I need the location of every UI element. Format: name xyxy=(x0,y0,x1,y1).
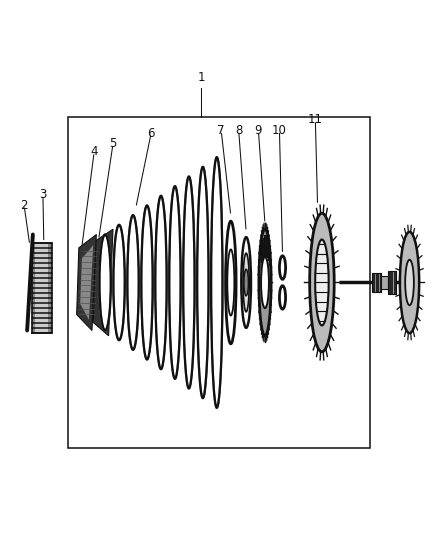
Ellipse shape xyxy=(227,249,234,316)
Text: 3: 3 xyxy=(39,188,46,201)
Ellipse shape xyxy=(127,215,139,350)
Bar xyxy=(68,117,370,448)
Ellipse shape xyxy=(211,157,223,408)
Ellipse shape xyxy=(400,232,419,333)
Polygon shape xyxy=(381,276,388,289)
Ellipse shape xyxy=(259,229,271,336)
Text: 8: 8 xyxy=(235,124,242,137)
Ellipse shape xyxy=(244,269,248,296)
Polygon shape xyxy=(93,229,113,336)
Polygon shape xyxy=(80,245,93,320)
Ellipse shape xyxy=(197,167,208,398)
Bar xyxy=(32,243,35,333)
Ellipse shape xyxy=(243,253,249,312)
Ellipse shape xyxy=(99,235,111,330)
Ellipse shape xyxy=(155,196,167,369)
Ellipse shape xyxy=(169,186,180,379)
Ellipse shape xyxy=(141,206,153,359)
Text: 6: 6 xyxy=(147,127,155,140)
Polygon shape xyxy=(77,235,96,330)
Text: 5: 5 xyxy=(110,138,117,150)
Text: 1: 1 xyxy=(198,71,205,84)
Ellipse shape xyxy=(261,257,269,308)
Text: 4: 4 xyxy=(90,146,98,158)
Text: 7: 7 xyxy=(217,124,225,137)
Ellipse shape xyxy=(279,256,286,279)
Ellipse shape xyxy=(405,260,414,305)
Ellipse shape xyxy=(241,237,251,328)
Ellipse shape xyxy=(183,176,194,389)
Text: 9: 9 xyxy=(254,124,262,137)
Polygon shape xyxy=(388,271,396,294)
Ellipse shape xyxy=(226,221,236,344)
Ellipse shape xyxy=(315,239,328,326)
Ellipse shape xyxy=(279,286,286,309)
Text: 10: 10 xyxy=(272,124,287,137)
Text: 2: 2 xyxy=(20,199,28,212)
Ellipse shape xyxy=(310,213,334,352)
Bar xyxy=(48,243,52,333)
Ellipse shape xyxy=(113,225,125,340)
Polygon shape xyxy=(372,273,381,292)
Bar xyxy=(32,243,52,333)
Text: 11: 11 xyxy=(308,114,323,126)
